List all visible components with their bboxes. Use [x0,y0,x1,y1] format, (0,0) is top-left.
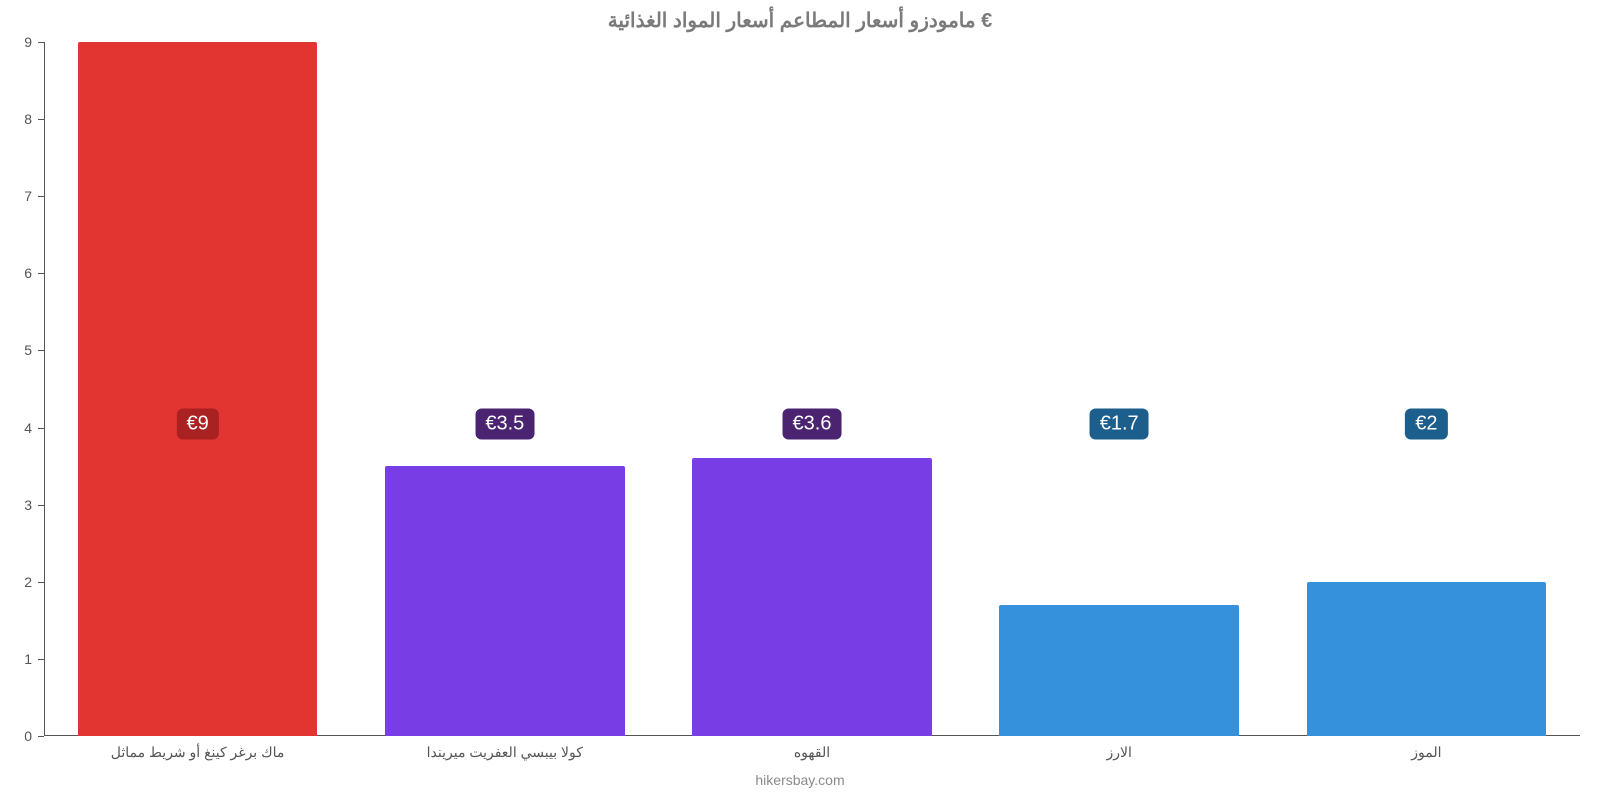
y-tick-label: 2 [2,574,32,590]
plot-area: 0123456789€9ماك برغر كينغ أو شريط مماثل€… [44,42,1580,736]
x-category-label: كولا بيبسي العفريت ميريندا [351,744,658,761]
y-tick-label: 3 [2,497,32,513]
bar [1307,582,1547,736]
y-tick-label: 8 [2,111,32,127]
bar-value-label: €3.6 [783,408,842,439]
y-tick-label: 7 [2,188,32,204]
y-tick-label: 0 [2,728,32,744]
x-category-label: ماك برغر كينغ أو شريط مماثل [44,744,351,761]
y-tick [38,273,44,274]
bar-value-label: €3.5 [475,408,534,439]
y-tick-label: 6 [2,265,32,281]
bar [78,42,318,736]
y-tick [38,350,44,351]
bar-value-label: €1.7 [1090,408,1149,439]
x-category-label: الارز [966,744,1273,761]
source-label: hikersbay.com [0,772,1600,788]
bar [999,605,1239,736]
y-tick [38,582,44,583]
bar-chart: مامودزو أسعار المطاعم أسعار المواد الغذا… [0,0,1600,800]
y-tick-label: 1 [2,651,32,667]
y-tick-label: 9 [2,34,32,50]
x-category-label: القهوه [658,744,965,761]
bar-value-label: €2 [1405,408,1447,439]
y-tick-label: 5 [2,342,32,358]
y-tick [38,196,44,197]
y-tick-label: 4 [2,420,32,436]
chart-title: مامودزو أسعار المطاعم أسعار المواد الغذا… [0,8,1600,33]
y-tick [38,119,44,120]
y-tick [38,659,44,660]
y-tick [38,428,44,429]
bar [385,466,625,736]
bar [692,458,932,736]
y-axis [44,42,45,736]
y-tick [38,42,44,43]
x-category-label: الموز [1273,744,1580,761]
bar-value-label: €9 [176,408,218,439]
y-tick [38,505,44,506]
y-tick [38,736,44,737]
